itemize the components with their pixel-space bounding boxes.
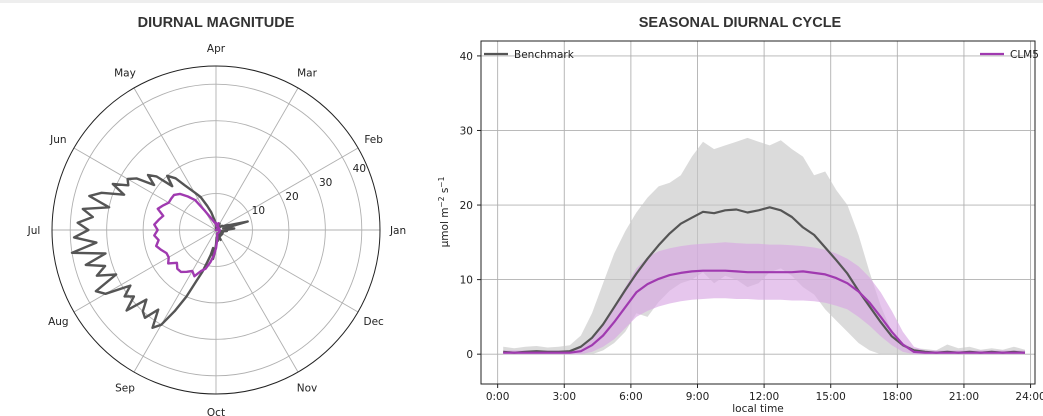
window-top-border — [0, 0, 1043, 3]
polar-angle-label: Jul — [27, 225, 41, 237]
x-tick-label: 0:00 — [486, 391, 510, 403]
polar-angle-label: Apr — [207, 43, 226, 55]
y-tick-label: 10 — [460, 275, 473, 287]
y-tick-label: 40 — [460, 51, 473, 63]
polar-grid-spoke — [215, 229, 359, 313]
legend-label-clm5: CLM5 — [1010, 49, 1039, 61]
x-tick-label: 15:00 — [816, 391, 846, 403]
polar-chart: Jan Feb Mar Apr May Jun Jul Aug Sep Oct Nov Dec 10 20… — [27, 43, 407, 416]
y-tick-label: 30 — [460, 125, 473, 137]
legend-label-benchmark: Benchmark — [514, 49, 575, 61]
polar-grid-spoke — [133, 229, 217, 373]
y-axis-label: μmol m−2 s−1 — [437, 176, 451, 247]
cycle-chart-title: SEASONAL DIURNAL CYCLE — [639, 15, 842, 31]
x-tick-label: 24:00 — [1015, 391, 1043, 403]
polar-angle-label: May — [114, 67, 136, 79]
polar-outer-frame — [51, 65, 381, 395]
polar-angle-label: Oct — [207, 407, 225, 416]
band-clm5 — [503, 242, 1025, 355]
polar-radial-tick-label: 10 — [252, 205, 265, 217]
polar-angle-label: Feb — [364, 134, 383, 146]
x-tick-label: 3:00 — [552, 391, 576, 403]
polar-angle-label: Aug — [48, 316, 69, 328]
polar-grid-spoke — [215, 229, 299, 373]
polar-radial-tick-label: 20 — [285, 191, 298, 203]
diurnal-cycle-chart: 0:00 3:00 6:00 9:00 12:00 15:00 18:00 21:00 24:0… — [460, 40, 1043, 403]
x-tick-label: 21:00 — [949, 391, 979, 403]
polar-grid-spoke — [215, 87, 299, 231]
x-tick-label: 6:00 — [619, 391, 643, 403]
polar-radial-tick-label: 40 — [353, 163, 366, 175]
polar-grid-spoke — [73, 147, 217, 231]
polar-angle-label: Jan — [389, 225, 406, 237]
plot-frame — [480, 40, 1036, 385]
polar-angle-label: Nov — [297, 383, 318, 395]
y-tick-label: 0 — [466, 349, 473, 361]
polar-angle-label: Mar — [297, 67, 317, 79]
x-tick-label: 12:00 — [749, 391, 779, 403]
polar-radial-tick-label: 30 — [319, 177, 332, 189]
series-line-clm5 — [503, 269, 1025, 354]
x-tick-label: 18:00 — [882, 391, 912, 403]
polar-chart-title: DIURNAL MAGNITUDE — [138, 15, 295, 31]
polar-angle-label: Sep — [115, 383, 135, 395]
y-tick-label: 20 — [460, 200, 473, 212]
polar-series-clm5 — [153, 192, 221, 278]
x-tick-label: 9:00 — [686, 391, 710, 403]
polar-grid-spoke — [215, 147, 359, 231]
polar-angle-label: Dec — [363, 316, 384, 328]
polar-grid-spoke — [73, 229, 217, 313]
polar-angle-label: Jun — [49, 134, 66, 146]
x-axis-label: local time — [732, 403, 784, 415]
